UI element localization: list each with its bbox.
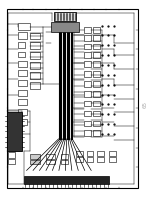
Bar <box>30 33 40 39</box>
Bar <box>76 157 83 162</box>
Bar <box>109 157 116 162</box>
Bar <box>84 121 91 126</box>
Bar <box>84 130 91 136</box>
Bar <box>61 160 68 164</box>
Bar <box>18 119 27 125</box>
Bar <box>97 151 104 156</box>
Bar <box>93 35 100 41</box>
Bar <box>18 52 25 57</box>
Bar <box>30 62 40 69</box>
Bar <box>87 157 93 162</box>
Bar <box>93 52 100 58</box>
Bar <box>46 154 55 159</box>
Bar <box>93 44 100 49</box>
Bar <box>76 151 83 156</box>
Bar <box>84 81 91 87</box>
Bar <box>24 176 109 184</box>
Bar <box>30 160 40 164</box>
Bar <box>97 157 104 162</box>
Bar <box>93 91 100 97</box>
Bar <box>93 81 100 87</box>
Bar <box>93 130 100 136</box>
Bar <box>18 61 27 67</box>
Bar <box>18 80 27 86</box>
Bar <box>7 112 22 151</box>
Bar <box>30 72 40 79</box>
Bar <box>93 111 100 116</box>
Bar <box>84 111 91 116</box>
Bar <box>93 121 100 126</box>
Bar <box>18 70 27 76</box>
Bar <box>61 154 68 159</box>
Bar <box>30 52 40 59</box>
Bar <box>30 82 40 89</box>
Bar <box>7 9 138 188</box>
Bar <box>30 42 40 49</box>
Bar <box>93 61 100 67</box>
Bar <box>18 99 27 105</box>
Bar <box>54 12 76 21</box>
Bar <box>18 23 30 30</box>
Bar <box>84 52 91 58</box>
Bar <box>93 71 100 77</box>
Bar <box>8 159 15 164</box>
Bar <box>30 154 40 159</box>
Bar <box>93 27 100 33</box>
Bar <box>84 101 91 106</box>
Bar <box>84 35 91 41</box>
Text: 65: 65 <box>143 101 148 108</box>
Bar <box>84 61 91 67</box>
Bar <box>18 90 27 96</box>
Bar <box>18 109 27 115</box>
Bar <box>87 151 93 156</box>
Bar <box>84 27 91 33</box>
Bar <box>18 42 25 48</box>
Bar <box>51 22 79 32</box>
Bar <box>109 151 116 156</box>
Bar <box>46 160 55 164</box>
Bar <box>84 44 91 49</box>
Bar <box>93 101 100 106</box>
Bar <box>84 71 91 77</box>
Bar <box>8 152 15 158</box>
Bar <box>18 32 27 39</box>
Bar <box>84 91 91 97</box>
